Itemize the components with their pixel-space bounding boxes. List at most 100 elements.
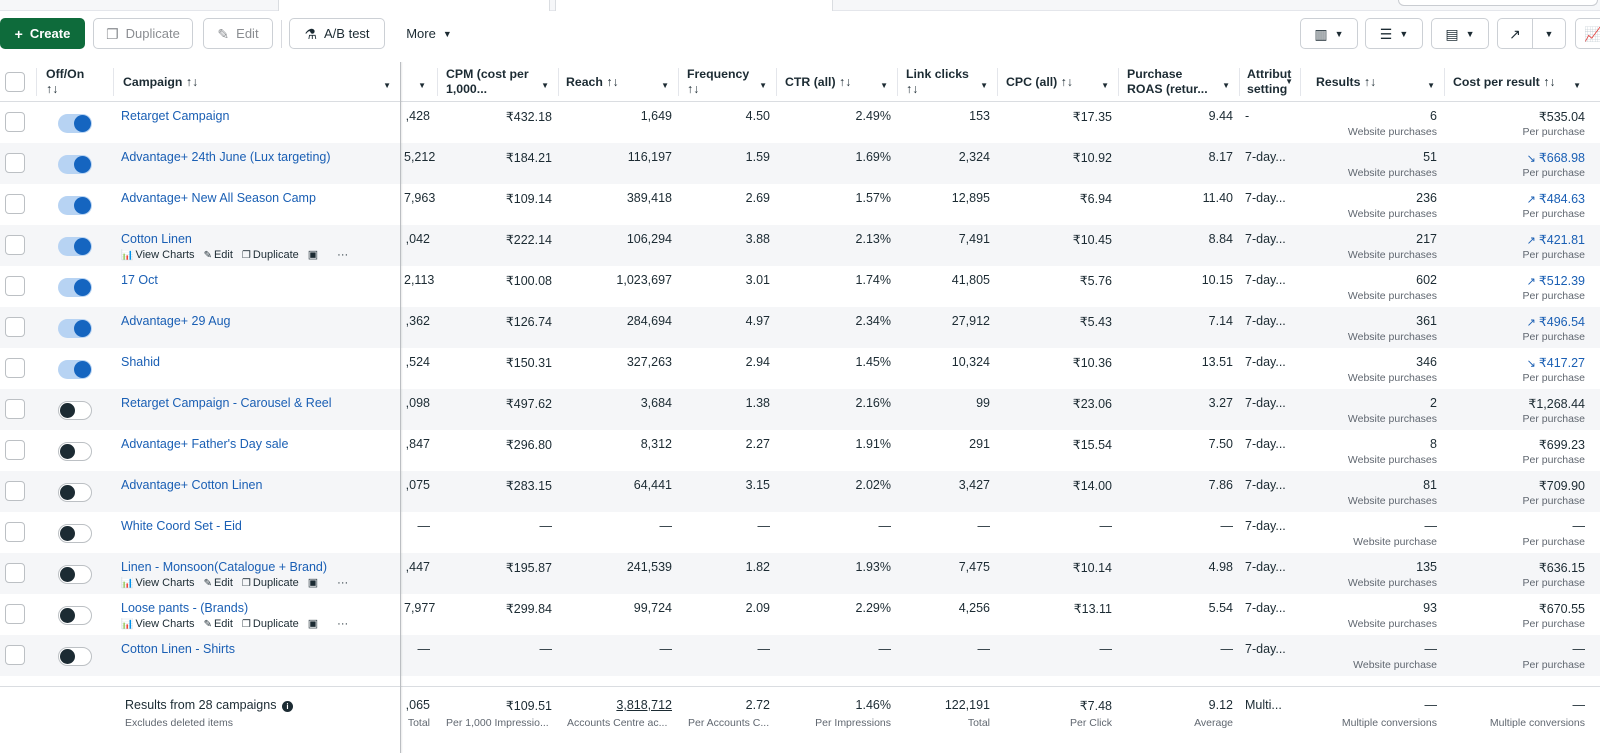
caret-down-icon[interactable]: ▼ <box>661 81 669 90</box>
edit-action[interactable]: ✎ Edit <box>203 576 233 589</box>
preview-icon[interactable]: ▣ <box>307 618 319 630</box>
caret-down-icon[interactable]: ▼ <box>759 81 767 90</box>
view-charts-action[interactable]: 📊 View Charts <box>121 576 195 589</box>
row-checkbox[interactable] <box>5 522 25 542</box>
view-charts-action[interactable]: 📊 View Charts <box>121 617 195 630</box>
header-cost-per-result[interactable]: Cost per result ↑↓ ▼ <box>1449 62 1589 102</box>
campaign-name-link[interactable]: Advantage+ Father's Day sale <box>121 437 289 451</box>
row-checkbox[interactable] <box>5 645 25 665</box>
campaign-toggle[interactable] <box>58 319 92 338</box>
search-box-edge[interactable] <box>1398 0 1598 6</box>
row-checkbox[interactable] <box>5 276 25 296</box>
header-frequency[interactable]: Frequency ↑↓ ▼ <box>687 67 767 96</box>
edit-button[interactable]: ✎ Edit <box>203 18 273 49</box>
campaign-toggle[interactable] <box>58 606 92 625</box>
more-button[interactable]: More ▼ <box>406 26 452 41</box>
charts-button[interactable]: 📈 <box>1575 18 1600 49</box>
campaign-toggle[interactable] <box>58 114 92 133</box>
table-row[interactable]: Advantage+ New All Season Camp 7,963 ₹109.… <box>0 184 1600 225</box>
campaign-toggle[interactable] <box>58 483 92 502</box>
cell-cost-per-result[interactable]: ↗ ₹484.63 <box>1526 192 1585 206</box>
row-checkbox[interactable] <box>5 399 25 419</box>
row-checkbox[interactable] <box>5 563 25 583</box>
caret-down-icon[interactable]: ▼ <box>1285 77 1293 86</box>
reports-button[interactable]: ▤ ▼ <box>1431 18 1489 49</box>
more-actions-button[interactable]: ··· <box>337 576 349 589</box>
campaign-name-link[interactable]: Shahid <box>121 355 160 369</box>
row-checkbox[interactable] <box>5 317 25 337</box>
row-checkbox[interactable] <box>5 112 25 132</box>
more-actions-button[interactable]: ··· <box>337 248 349 261</box>
create-button[interactable]: + Create <box>0 18 85 49</box>
header-campaign[interactable]: Campaign ↑↓ ▼ <box>119 62 399 102</box>
campaign-toggle[interactable] <box>58 278 92 297</box>
campaign-name-link[interactable]: Retarget Campaign - Carousel & Reel <box>121 396 332 410</box>
campaign-name-link[interactable]: Advantage+ New All Season Camp <box>121 191 316 205</box>
ab-test-button[interactable]: ⚗ A/B test <box>289 18 385 49</box>
row-checkbox[interactable] <box>5 153 25 173</box>
campaign-toggle[interactable] <box>58 196 92 215</box>
select-all-checkbox[interactable] <box>5 72 25 92</box>
table-row[interactable]: 17 Oct 2,113 ₹100.08 1,023,697 3.01 1.74% 41,8… <box>0 266 1600 307</box>
header-cpm[interactable]: CPM (cost per 1,000... ▼ <box>446 67 549 96</box>
table-row[interactable]: Cotton Linen 📊 View Charts ✎ Edit ❐ Duplicate ▣… <box>0 225 1600 266</box>
duplicate-action[interactable]: ❐ Duplicate <box>241 576 299 589</box>
cell-cost-per-result[interactable]: ↘ ₹668.98 <box>1526 151 1585 165</box>
row-checkbox[interactable] <box>5 235 25 255</box>
breakdown-button[interactable]: ☰ ▼ <box>1365 18 1423 49</box>
table-row[interactable]: Advantage+ Cotton Linen ,075 ₹283.15 64,441… <box>0 471 1600 512</box>
row-checkbox[interactable] <box>5 440 25 460</box>
campaign-toggle[interactable] <box>58 565 92 584</box>
tab-1[interactable] <box>278 0 550 11</box>
cell-cost-per-result[interactable]: ↗ ₹496.54 <box>1526 315 1585 329</box>
header-attribution-setting[interactable]: Attribut setting ▼ <box>1247 67 1293 96</box>
more-actions-button[interactable]: ··· <box>337 617 349 630</box>
info-icon[interactable]: i <box>281 701 293 712</box>
duplicate-action[interactable]: ❐ Duplicate <box>241 617 299 630</box>
edit-action[interactable]: ✎ Edit <box>203 248 233 261</box>
duplicate-button[interactable]: ❐ Duplicate <box>93 18 193 49</box>
campaign-toggle[interactable] <box>58 401 92 420</box>
caret-down-icon[interactable]: ▼ <box>418 81 426 90</box>
tab-2[interactable] <box>555 0 833 11</box>
caret-down-icon[interactable]: ▼ <box>541 81 549 90</box>
table-row[interactable]: Retarget Campaign - Carousel & Reel ,098 ₹… <box>0 389 1600 430</box>
row-checkbox[interactable] <box>5 604 25 624</box>
campaign-name-link[interactable]: Cotton Linen - Shirts <box>121 642 235 656</box>
edit-action[interactable]: ✎ Edit <box>203 617 233 630</box>
preview-icon[interactable]: ▣ <box>307 577 319 589</box>
row-checkbox[interactable] <box>5 194 25 214</box>
cell-cost-per-result[interactable]: ↘ ₹417.27 <box>1526 356 1585 370</box>
campaign-toggle[interactable] <box>58 524 92 543</box>
caret-down-icon[interactable]: ▼ <box>1222 81 1230 90</box>
campaign-name-link[interactable]: Advantage+ Cotton Linen <box>121 478 263 492</box>
view-charts-action[interactable]: 📊 View Charts <box>121 248 195 261</box>
caret-down-icon[interactable]: ▼ <box>1427 81 1435 90</box>
export-menu-button[interactable]: ▼ <box>1532 18 1566 49</box>
header-link-clicks[interactable]: Link clicks ↑↓ ▼ <box>906 67 988 96</box>
campaign-name-link[interactable]: 17 Oct <box>121 273 158 287</box>
header-reach[interactable]: Reach ↑↓ ▼ <box>562 62 677 102</box>
table-row[interactable]: Shahid ,524 ₹150.31 327,263 2.94 1.45% 10,324 ₹… <box>0 348 1600 389</box>
footer-reach[interactable]: 3,818,712 <box>616 698 672 712</box>
cell-cost-per-result[interactable]: ↗ ₹421.81 <box>1526 233 1585 247</box>
table-row[interactable]: Advantage+ 24th June (Lux targeting) 5,21… <box>0 143 1600 184</box>
table-row[interactable]: Linen - Monsoon(Catalogue + Brand) 📊 View … <box>0 553 1600 594</box>
campaign-toggle[interactable] <box>58 442 92 461</box>
header-cpc[interactable]: CPC (all) ↑↓ ▼ <box>1002 62 1117 102</box>
header-ctr[interactable]: CTR (all) ↑↓ ▼ <box>781 62 896 102</box>
export-button[interactable]: ↗ <box>1497 18 1533 49</box>
caret-down-icon[interactable]: ▼ <box>383 81 391 90</box>
table-row[interactable]: Advantage+ 29 Aug ,362 ₹126.74 284,694 4.97 2… <box>0 307 1600 348</box>
header-off-on[interactable]: Off/On ↑↓ <box>46 67 85 96</box>
campaign-name-link[interactable]: Linen - Monsoon(Catalogue + Brand) <box>121 560 328 574</box>
duplicate-action[interactable]: ❐ Duplicate <box>241 248 299 261</box>
header-impressions-partial[interactable]: ▼ <box>404 62 434 102</box>
caret-down-icon[interactable]: ▼ <box>980 81 988 90</box>
campaign-toggle[interactable] <box>58 155 92 174</box>
row-checkbox[interactable] <box>5 481 25 501</box>
campaign-name-link[interactable]: Retarget Campaign <box>121 109 230 123</box>
caret-down-icon[interactable]: ▼ <box>1573 81 1581 90</box>
header-purchase-roas[interactable]: Purchase ROAS (retur... ▼ <box>1127 67 1230 96</box>
preview-icon[interactable]: ▣ <box>307 249 319 261</box>
